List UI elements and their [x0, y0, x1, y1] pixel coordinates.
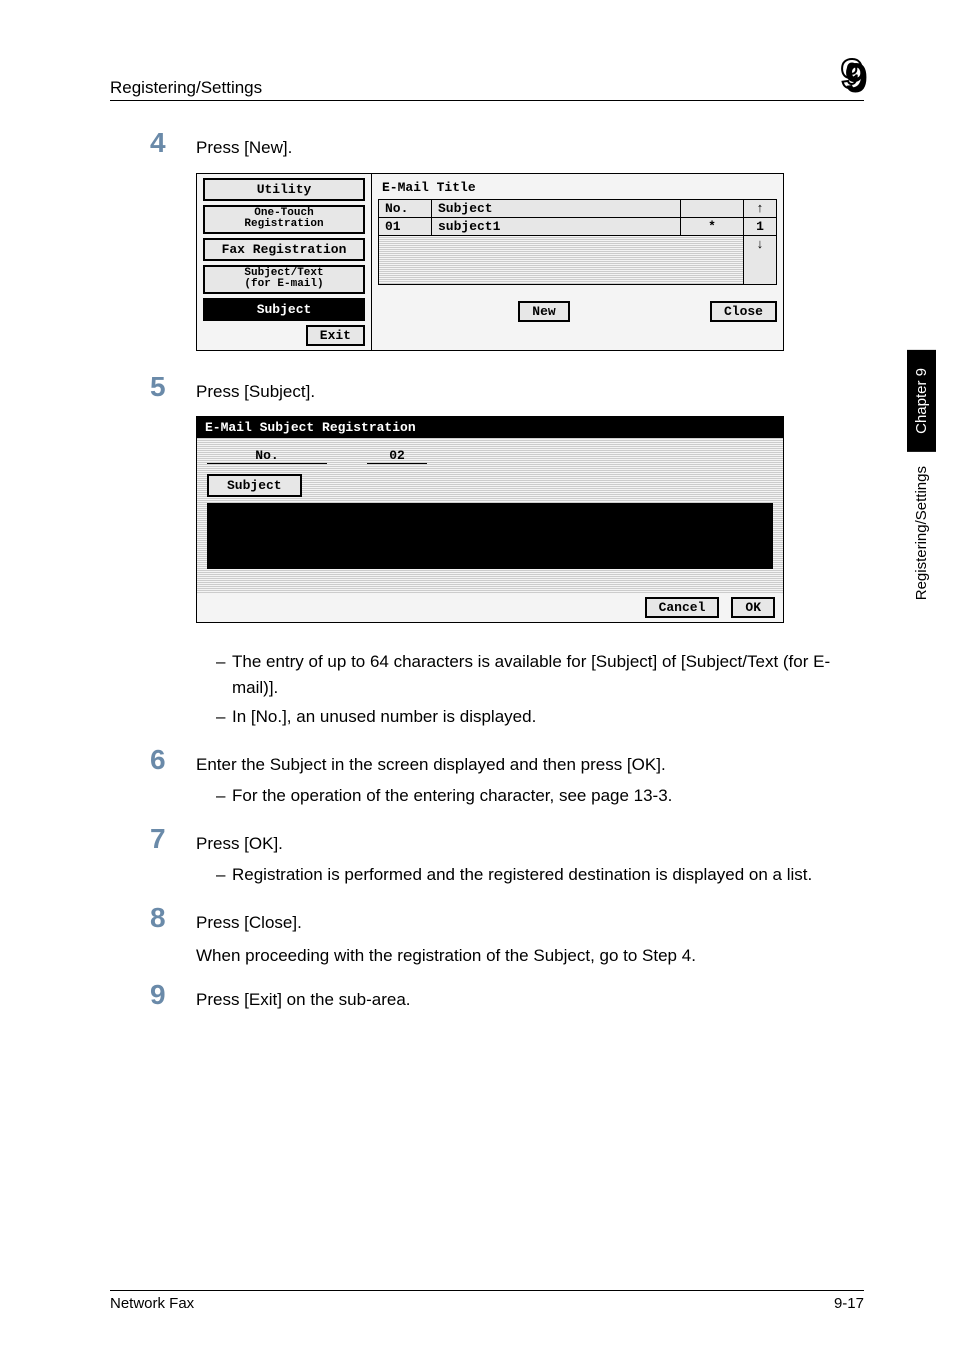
tp1-close-button[interactable]: Close — [710, 301, 777, 322]
step-6-text: Enter the Subject in the screen displaye… — [196, 755, 666, 774]
step-8-sub: When proceeding with the registration of… — [196, 946, 696, 965]
step-6-num: 6 — [150, 746, 196, 813]
tp1-subject-selected[interactable]: Subject — [203, 298, 365, 321]
tp1-row-star: * — [681, 218, 744, 235]
tp1-new-button[interactable]: New — [518, 301, 569, 322]
step-9-text: Press [Exit] on the sub-area. — [196, 981, 864, 1013]
tp1-row-subject[interactable]: subject1 — [432, 218, 681, 235]
side-tab-chapter: Chapter 9 — [907, 350, 936, 452]
step-6-bullet: For the operation of the entering charac… — [216, 783, 864, 809]
tp1-arrow-up-icon[interactable]: ↑ — [744, 200, 776, 217]
tp1-arrow-down-icon[interactable]: ↓ — [744, 236, 776, 284]
step-8-num: 8 — [150, 904, 196, 969]
page-footer: Network Fax 9-17 — [110, 1290, 864, 1312]
footer-right: 9-17 — [834, 1295, 864, 1312]
tp1-row-no[interactable]: 01 — [379, 218, 432, 235]
tp1-col-no: No. — [379, 200, 432, 217]
step-5-bullet-2: In [No.], an unused number is displayed. — [216, 704, 864, 730]
step-5-bullets: The entry of up to 64 characters is avai… — [150, 637, 864, 734]
tp2-no-label: No. — [207, 448, 327, 464]
section-title: Registering/Settings — [110, 78, 262, 98]
step-9-num: 9 — [150, 981, 196, 1013]
touchpanel-email-title: Utility One-Touch Registration Fax Regis… — [196, 173, 784, 351]
tp1-exit-button[interactable]: Exit — [306, 325, 365, 346]
step-7-text: Press [OK]. — [196, 834, 283, 853]
tp1-utility-button[interactable]: Utility — [203, 178, 365, 201]
step-7-bullet: Registration is performed and the regist… — [216, 862, 864, 888]
step-7: 7 Press [OK]. Registration is performed … — [150, 825, 864, 892]
step-5: 5 Press [Subject]. — [150, 373, 864, 405]
side-tab-label: Registering/Settings — [913, 466, 930, 600]
step-5-text: Press [Subject]. — [196, 373, 864, 405]
side-tab: Chapter 9 Registering/Settings — [907, 350, 936, 600]
tp1-main: E-Mail Title No. Subject ↑ 01 subject1 *… — [372, 174, 783, 350]
tp1-col-subject: Subject — [432, 200, 681, 217]
step-4-num: 4 — [150, 129, 196, 161]
tp2-title: E-Mail Subject Registration — [197, 417, 783, 438]
step-9: 9 Press [Exit] on the sub-area. — [150, 981, 864, 1013]
tp1-table: No. Subject ↑ 01 subject1 * 1 ↓ — [378, 199, 777, 285]
tp1-subjecttext-button[interactable]: Subject/Text (for E-mail) — [203, 265, 365, 294]
step-6: 6 Enter the Subject in the screen displa… — [150, 746, 864, 813]
page-header: Registering/Settings 9 9 — [110, 50, 864, 101]
chapter-number-icon: 9 9 — [841, 50, 864, 98]
step-5-num: 5 — [150, 373, 196, 405]
chapter-num-solid: 9 — [845, 54, 868, 102]
step-7-num: 7 — [150, 825, 196, 892]
step-8-text: Press [Close]. — [196, 913, 302, 932]
step-4-text: Press [New]. — [196, 129, 864, 161]
tp1-fax-registration-button[interactable]: Fax Registration — [203, 238, 365, 261]
tp2-text-area[interactable] — [207, 503, 773, 569]
step-5-bullet-1: The entry of up to 64 characters is avai… — [216, 649, 864, 700]
tp2-subject-button[interactable]: Subject — [207, 474, 302, 497]
tp1-sidebar: Utility One-Touch Registration Fax Regis… — [197, 174, 372, 350]
tp2-cancel-button[interactable]: Cancel — [645, 597, 720, 618]
footer-left: Network Fax — [110, 1295, 194, 1312]
tp1-title: E-Mail Title — [378, 178, 777, 197]
step-4: 4 Press [New]. — [150, 129, 864, 161]
tp2-no-value: 02 — [367, 448, 427, 464]
tp1-page-index: 1 — [744, 218, 776, 235]
tp1-onetouch-button[interactable]: One-Touch Registration — [203, 205, 365, 234]
tp1-empty-rows — [379, 236, 744, 284]
tp2-ok-button[interactable]: OK — [731, 597, 775, 618]
touchpanel-email-subject-registration: E-Mail Subject Registration No. 02 Subje… — [196, 416, 784, 623]
step-8: 8 Press [Close]. When proceeding with th… — [150, 904, 864, 969]
